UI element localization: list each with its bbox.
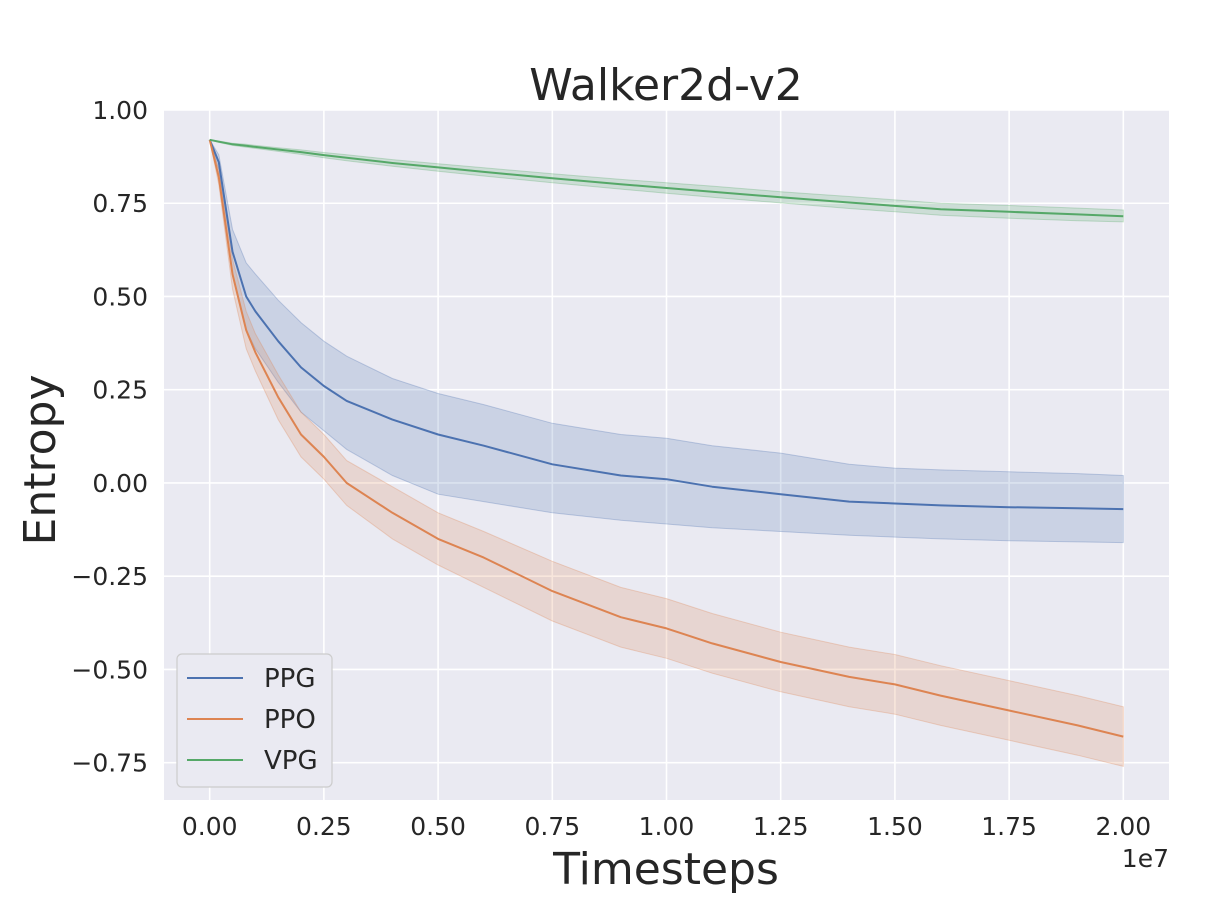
- y-axis-label: Entropy: [15, 375, 66, 546]
- y-tick-label: 0.50: [92, 282, 148, 311]
- x-tick-label: 1.50: [867, 812, 923, 841]
- legend: PPG PPO VPG: [176, 653, 333, 788]
- y-axis-ticks: 1.00 0.75 0.50 0.25 0.00 −0.25 −0.50 −0.75: [71, 96, 148, 778]
- x-axis-ticks: 0.00 0.25 0.50 0.75 1.00 1.25 1.50 1.75 2.00: [182, 812, 1151, 841]
- y-tick-label: −0.25: [71, 562, 148, 591]
- legend-label-ppo: PPO: [264, 705, 316, 735]
- ppg-line: [208, 139, 1124, 511]
- chart-title: Walker2d-v2: [529, 60, 803, 111]
- confidence-bands: [209, 139, 1124, 768]
- vpg-line: [209, 138, 1124, 218]
- grid-lines: [164, 109, 1169, 800]
- y-tick-label: −0.50: [71, 655, 148, 684]
- x-axis-offset-label: 1e7: [1122, 844, 1169, 873]
- y-tick-label: 0.25: [92, 376, 148, 405]
- x-tick-label: 1.25: [753, 812, 809, 841]
- x-axis-label: Timesteps: [552, 844, 779, 895]
- x-tick-label: 2.00: [1095, 812, 1151, 841]
- x-tick-label: 0.75: [524, 812, 580, 841]
- y-tick-label: −0.75: [71, 749, 148, 778]
- y-tick-label: 1.00: [92, 96, 148, 125]
- x-tick-label: 0.50: [410, 812, 466, 841]
- ppo-line: [208, 139, 1124, 738]
- legend-label-vpg: VPG: [264, 746, 318, 776]
- legend-label-ppg: PPG: [264, 664, 316, 694]
- series-lines: [208, 138, 1124, 738]
- x-tick-label: 1.75: [981, 812, 1037, 841]
- x-tick-label: 0.00: [182, 812, 238, 841]
- y-tick-label: 0.75: [92, 189, 148, 218]
- x-tick-label: 0.25: [296, 812, 352, 841]
- x-tick-label: 1.00: [639, 812, 695, 841]
- legend-box: [176, 653, 333, 788]
- y-tick-label: 0.00: [92, 469, 148, 498]
